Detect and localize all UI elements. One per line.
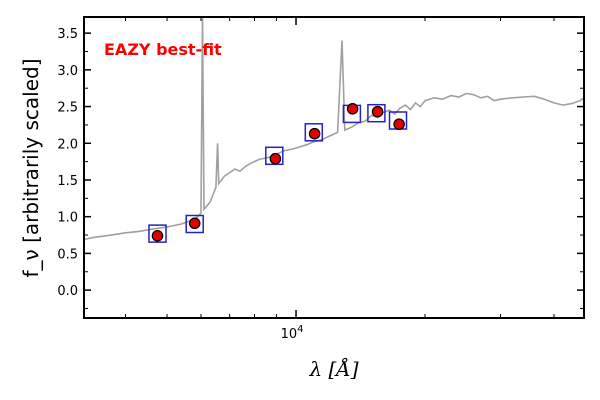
model-box <box>148 224 167 243</box>
observed-point <box>308 127 321 140</box>
annotation-label: EAZY best-fit <box>104 40 222 59</box>
tick-layer: 0.0 0.5 1.0 1.5 2.0 2.5 3.0 3.5 104 <box>57 17 584 342</box>
y-tick-label: 2.0 <box>57 137 78 152</box>
model-box <box>367 103 386 123</box>
spectrum-line <box>84 17 584 241</box>
model-box <box>304 123 324 142</box>
observed-point <box>188 217 201 230</box>
observed-point <box>346 103 359 115</box>
y-tick-label: 1.0 <box>57 211 78 226</box>
model-box <box>185 214 204 234</box>
observed-point-layer <box>151 103 405 242</box>
plot-frame <box>83 16 585 319</box>
observed-point <box>393 118 405 130</box>
x-axis-title: λ [Å] <box>308 356 358 381</box>
y-tick-label: 3.5 <box>57 27 78 42</box>
observed-point <box>371 105 384 118</box>
y-tick-label: 0.5 <box>57 247 78 262</box>
spectrum-layer <box>84 17 584 241</box>
y-axis-title: f_ν [arbitrarily scaled] <box>19 59 43 278</box>
x-tick-label: 104 <box>281 324 304 342</box>
observed-point <box>151 230 164 242</box>
observed-point <box>269 152 282 165</box>
y-tick-label: 3.0 <box>57 64 78 79</box>
x-axis-title-text: λ [Å] <box>308 356 358 381</box>
y-tick-label: 1.5 <box>57 174 78 189</box>
y-tick-label: 2.5 <box>57 101 78 116</box>
y-axis-title-text: f_ν [arbitrarily scaled] <box>19 59 43 278</box>
y-tick-label: 0.0 <box>57 284 78 299</box>
